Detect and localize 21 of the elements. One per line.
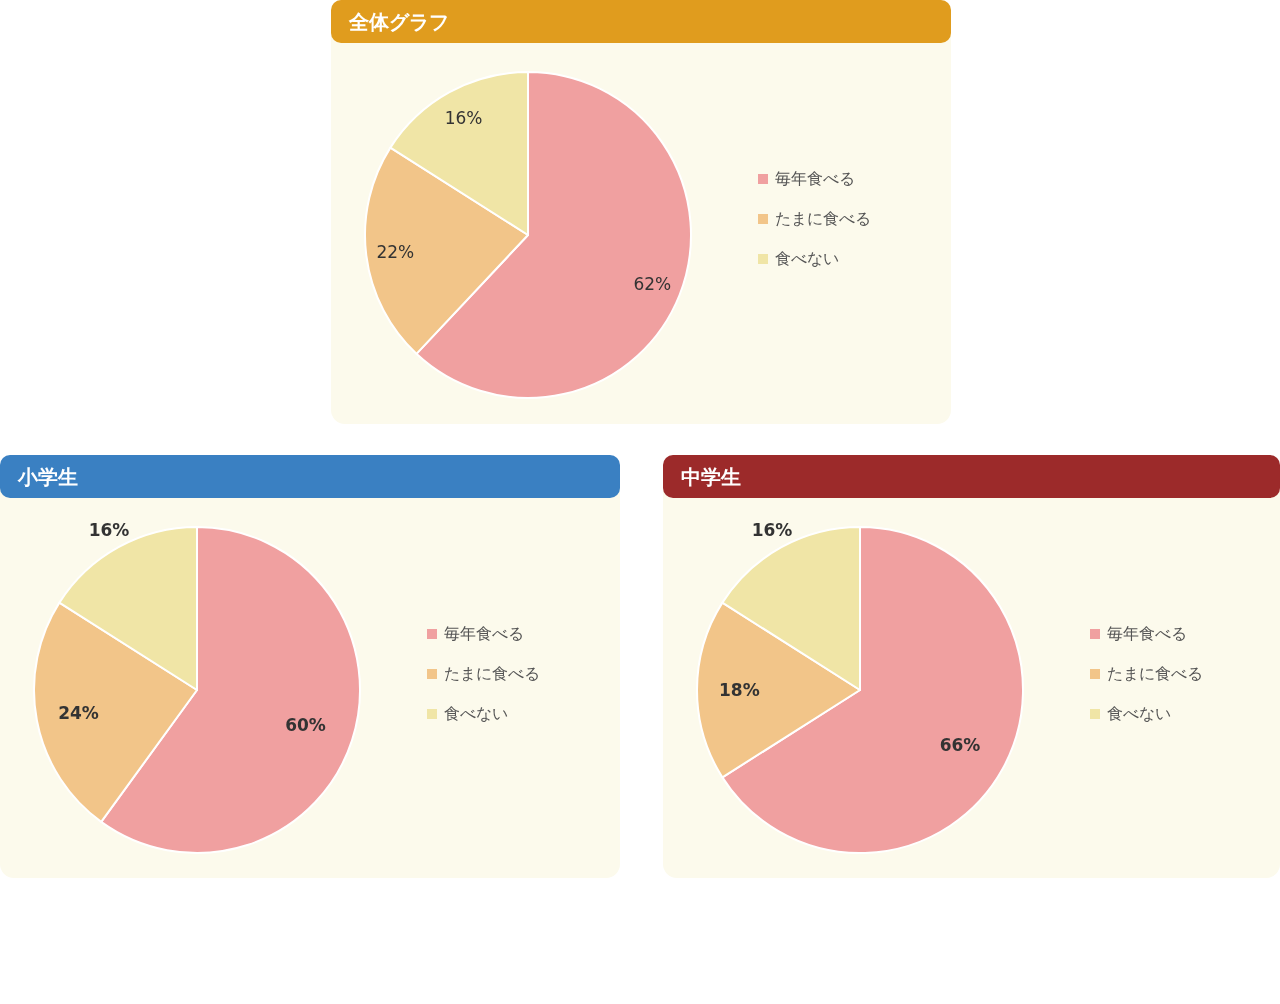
legend-label: たまに食べる	[444, 664, 540, 683]
legend-label: 食べない	[444, 704, 508, 723]
data-label: 16%	[751, 519, 793, 540]
chart-title: 中学生	[681, 465, 741, 489]
data-label: 60%	[285, 715, 326, 736]
data-label: 18%	[719, 679, 760, 700]
chart-title: 小学生	[17, 465, 78, 489]
data-label: 22%	[376, 241, 415, 262]
legend-label: たまに食べる	[1107, 664, 1203, 683]
legend-label: 食べない	[775, 249, 839, 268]
legend-label: たまに食べる	[775, 209, 871, 228]
legend-label: 毎年食べる	[775, 169, 855, 188]
legend-label: 食べない	[1107, 704, 1171, 723]
data-label: 16%	[444, 107, 483, 128]
data-label: 24%	[58, 702, 99, 723]
chart-title: 全体グラフ	[348, 10, 449, 34]
data-label: 16%	[88, 519, 130, 540]
legend-label: 毎年食べる	[1107, 624, 1187, 643]
data-label: 66%	[939, 734, 981, 755]
data-label: 62%	[633, 274, 672, 295]
legend-label: 毎年食べる	[444, 624, 524, 643]
